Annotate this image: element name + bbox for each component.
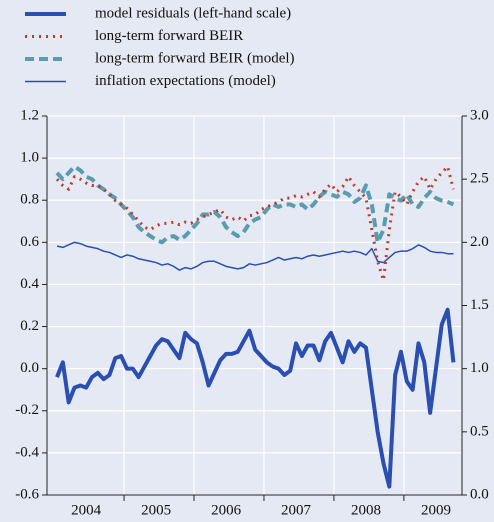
legend-label: model residuals (left-hand scale)	[95, 5, 291, 21]
x-tick-label: 2008	[351, 502, 381, 518]
series-line	[55, 164, 455, 245]
x-tick-label: 2005	[141, 502, 171, 518]
y-tick-label: 1.2	[20, 107, 39, 123]
y-tick-label: 0.8	[20, 192, 39, 208]
legend-label: inflation expectations (model)	[95, 73, 276, 89]
series-line	[56, 241, 454, 271]
y2-tick-label: 1.0	[470, 360, 489, 376]
x-tick-label: 2007	[281, 502, 312, 518]
y2-tick-label: 2.5	[470, 171, 489, 187]
legend-label: long-term forward BEIR (model)	[95, 50, 295, 66]
y-tick-label: -0.2	[15, 402, 39, 418]
y2-tick-label: 2.0	[470, 234, 489, 250]
y-tick-label: 0.0	[20, 360, 39, 376]
y-tick-label: 0.6	[20, 234, 39, 250]
y-tick-label: -0.6	[15, 486, 39, 502]
y-tick-label: -0.4	[15, 444, 39, 460]
legend-label: long-term forward BEIR	[95, 28, 243, 44]
y-tick-label: 0.4	[20, 276, 39, 292]
y2-tick-label: 3.0	[470, 107, 489, 123]
y-tick-label: 1.0	[20, 150, 39, 166]
y2-tick-label: 0.5	[470, 423, 489, 439]
series-line	[55, 165, 455, 282]
x-tick-label: 2006	[211, 502, 242, 518]
x-tick-label: 2009	[421, 502, 451, 518]
y-tick-label: 0.2	[20, 318, 39, 334]
x-tick-label: 2004	[71, 502, 102, 518]
y2-tick-label: 0.0	[470, 486, 489, 502]
series-line	[55, 307, 456, 489]
y2-tick-label: 1.5	[470, 297, 489, 313]
